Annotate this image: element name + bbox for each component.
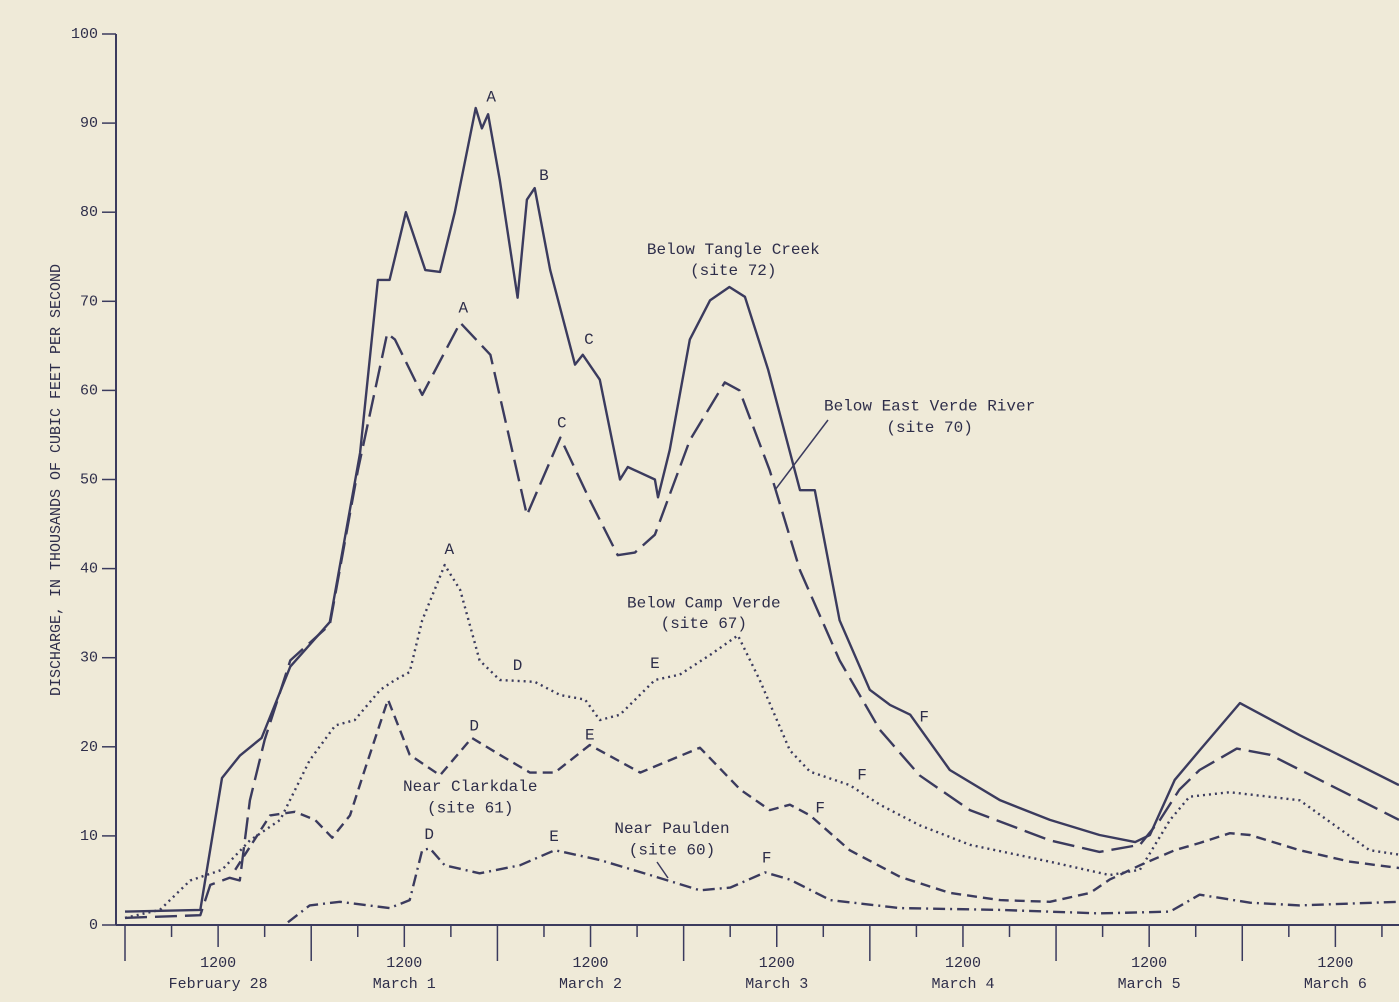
x-tick-label: 1200: [1317, 955, 1353, 972]
annotation: Below East Verde River: [824, 398, 1035, 416]
annotation: E: [585, 726, 595, 744]
y-axis-label: DISCHARGE, IN THOUSANDS OF CUBIC FEET PE…: [48, 264, 65, 696]
y-tick-label: 40: [80, 561, 98, 578]
annotation: A: [486, 88, 496, 106]
annotation: (site 70): [886, 419, 972, 437]
series-line: [124, 321, 1399, 920]
annotation: Below Camp Verde: [627, 595, 781, 613]
x-day-label: February 28: [169, 976, 268, 993]
annotation: F: [815, 799, 825, 817]
annotation: F: [919, 709, 929, 727]
y-tick-label: 100: [71, 26, 98, 43]
annotation: Near Paulden: [614, 820, 729, 838]
annotation: D: [424, 826, 434, 844]
annotation: (site 72): [690, 262, 776, 280]
y-tick-label: 0: [89, 917, 98, 934]
x-tick-label: 1200: [759, 955, 795, 972]
annotation: (site 67): [661, 615, 747, 633]
x-day-label: March 3: [745, 976, 808, 993]
y-tick-label: 10: [80, 828, 98, 845]
series-line: [124, 106, 1399, 913]
x-tick-label: 1200: [200, 955, 236, 972]
annotation: E: [549, 828, 559, 846]
annotation: F: [762, 849, 772, 867]
x-tick-label: 1200: [1131, 955, 1167, 972]
x-tick-label: 1200: [573, 955, 609, 972]
y-tick-label: 60: [80, 382, 98, 399]
y-tick-label: 20: [80, 739, 98, 756]
annotation: D: [469, 718, 479, 736]
x-day-label: March 6: [1304, 976, 1367, 993]
annotation: E: [650, 655, 660, 673]
x-day-label: March 5: [1118, 976, 1181, 993]
leader-line: [774, 419, 829, 491]
y-tick-label: 30: [80, 650, 98, 667]
x-tick-label: 1200: [386, 955, 422, 972]
x-day-label: March 2: [559, 976, 622, 993]
y-tick-label: 80: [80, 204, 98, 221]
annotation: A: [445, 541, 455, 559]
annotation: C: [584, 331, 594, 349]
annotation: C: [557, 415, 567, 433]
y-tick-label: 70: [80, 293, 98, 310]
series-line: [287, 847, 1399, 924]
x-day-label: March 4: [931, 976, 994, 993]
annotation: (site 60): [629, 841, 715, 859]
annotation: F: [857, 767, 867, 785]
x-day-label: March 1: [373, 976, 436, 993]
y-tick-label: 50: [80, 471, 98, 488]
annotation: A: [458, 300, 468, 318]
annotation: (site 61): [427, 799, 513, 817]
annotation: D: [513, 657, 523, 675]
annotation: Near Clarkdale: [403, 778, 537, 796]
x-tick-label: 1200: [945, 955, 981, 972]
y-tick-label: 90: [80, 115, 98, 132]
leader-line: [656, 861, 669, 879]
annotation: B: [539, 167, 549, 185]
annotation: Below Tangle Creek: [647, 241, 820, 259]
